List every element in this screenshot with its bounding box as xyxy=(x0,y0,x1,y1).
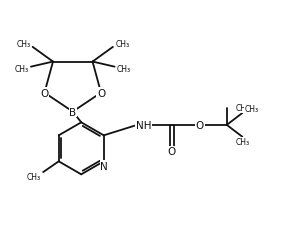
Text: O: O xyxy=(40,88,49,98)
Text: CH₃: CH₃ xyxy=(27,172,41,181)
Text: B: B xyxy=(69,107,76,117)
Text: CH₃: CH₃ xyxy=(236,104,250,113)
Text: CH₃: CH₃ xyxy=(115,39,129,49)
Text: O: O xyxy=(196,120,204,130)
Text: O: O xyxy=(168,147,176,157)
Text: CH₃: CH₃ xyxy=(14,65,29,74)
Text: N: N xyxy=(101,161,108,171)
Text: CH₃: CH₃ xyxy=(244,104,258,114)
Text: O: O xyxy=(97,88,105,98)
Text: CH₃: CH₃ xyxy=(236,138,250,147)
Text: CH₃: CH₃ xyxy=(117,65,131,74)
Text: NH: NH xyxy=(136,120,151,130)
Text: CH₃: CH₃ xyxy=(16,39,30,49)
